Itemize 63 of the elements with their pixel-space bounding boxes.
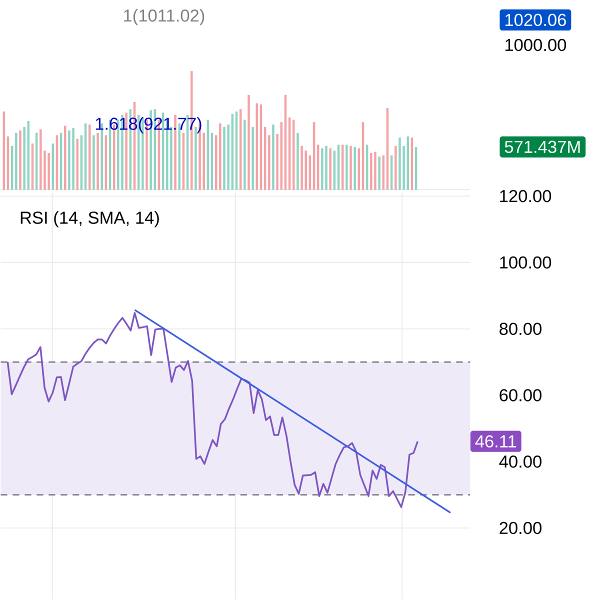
bar [80,135,83,190]
text: 1000.00 [505,38,566,52]
text: 1(1011.02) [124,9,204,26]
y-tick-label: 100.00 [500,256,552,269]
bar [398,138,401,190]
bar [96,132,99,190]
line-series [6,312,419,508]
bar [292,120,295,190]
bar [321,148,324,190]
bar [280,122,283,190]
bar [104,135,108,190]
bar [23,126,26,190]
bar [329,148,332,190]
bar [333,150,336,190]
bar [370,153,372,190]
text: 1020.06 [505,14,566,26]
bar [227,124,230,190]
bar [19,130,22,190]
bar [346,144,348,190]
y-tick-label: 40.00 [499,456,542,468]
bar [362,122,364,190]
bar [56,135,58,190]
bar [366,144,368,190]
bar [40,129,42,190]
bar [316,144,320,190]
bar [244,120,246,190]
bar [300,146,303,190]
bar [374,152,376,190]
y-tick-label: 60.00 [500,389,542,402]
bar [312,122,316,190]
bar [248,94,250,190]
bar [304,150,307,190]
bar [337,144,340,190]
bar [296,132,299,190]
text: 571.437M [504,140,580,154]
y-tick-label: 80.00 [500,322,542,336]
bar [325,146,328,190]
bar [394,146,397,190]
bar [268,135,270,190]
bar [92,135,95,190]
bar [223,126,226,190]
bar [382,155,385,190]
bar [276,134,278,190]
bar [72,128,74,190]
bar [252,126,254,190]
bar [219,123,222,190]
bar [410,138,414,190]
bar [354,147,356,190]
bar [68,130,70,190]
bar [214,135,218,190]
y-tick-label: 120.00 [500,190,552,202]
text: RSI (14, SMA, 14) [20,211,159,228]
bar [15,132,18,190]
y-tick-label: 20.00 [500,522,542,534]
bar [48,153,50,190]
annotation: 1.618(921.77) [96,117,202,134]
text: 46.11 [475,435,516,448]
bar [64,126,66,190]
bar [378,156,380,190]
bar [350,146,352,190]
bar [272,124,274,190]
bar [414,147,418,190]
bar [341,144,344,190]
